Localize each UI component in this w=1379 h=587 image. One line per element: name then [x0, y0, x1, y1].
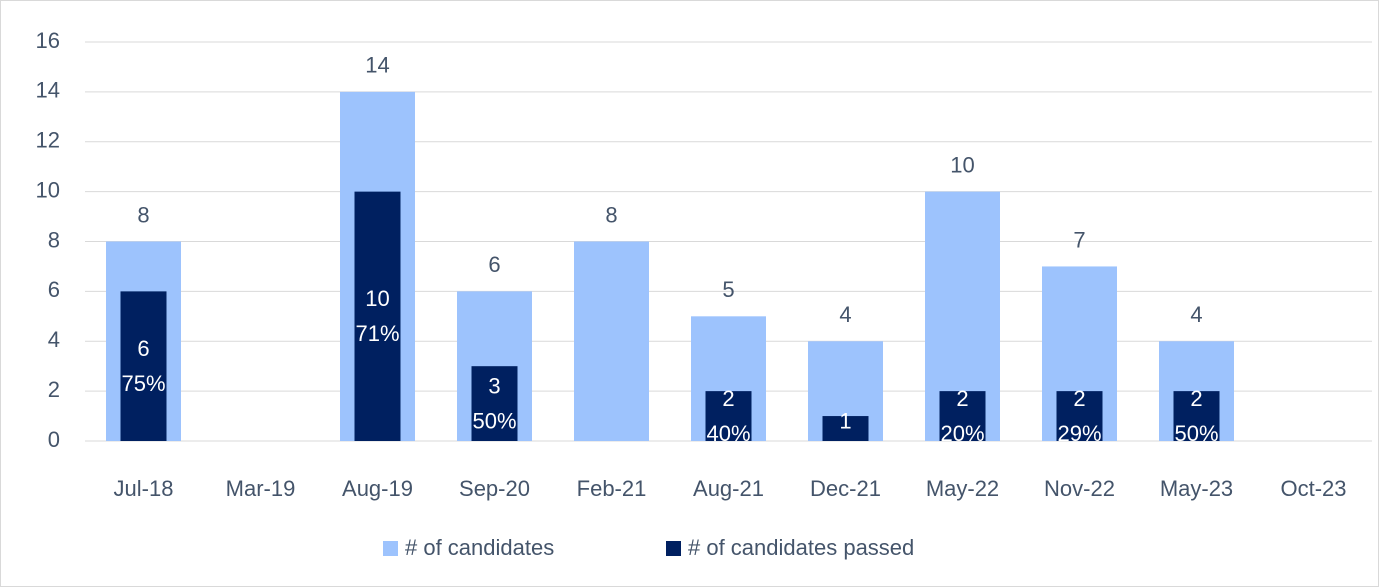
bar: [1056, 391, 1103, 441]
x-tick-label: Nov-22: [1044, 476, 1115, 501]
y-tick-label: 8: [48, 227, 60, 252]
data-label: 3: [488, 373, 500, 398]
bar: [822, 416, 869, 441]
bar: [705, 391, 752, 441]
data-label: 4: [839, 302, 851, 327]
bar: [939, 391, 986, 441]
y-tick-label: 0: [48, 427, 60, 452]
x-tick-label: Sep-20: [459, 476, 530, 501]
data-label: 6: [137, 336, 149, 361]
rate-label: 71%: [355, 321, 399, 346]
y-tick-label: 14: [36, 78, 60, 103]
legend-label: # of candidates passed: [688, 535, 914, 560]
data-label: 2: [1190, 386, 1202, 411]
bar: [471, 366, 518, 441]
x-tick-label: Feb-21: [577, 476, 647, 501]
bar: [574, 241, 649, 441]
data-label: 2: [1073, 386, 1085, 411]
bar: [354, 191, 401, 441]
x-tick-label: May-22: [926, 476, 999, 501]
x-tick-label: Jul-18: [114, 476, 174, 501]
y-tick-label: 2: [48, 377, 60, 402]
data-label: 8: [137, 202, 149, 227]
x-tick-label: Mar-19: [226, 476, 296, 501]
legend-swatch: [666, 541, 681, 556]
data-label: 5: [722, 277, 734, 302]
rate-label: 75%: [121, 371, 165, 396]
data-label: 7: [1073, 227, 1085, 252]
bar: [120, 291, 167, 441]
y-tick-label: 10: [36, 177, 60, 202]
x-tick-label: May-23: [1160, 476, 1233, 501]
y-tick-label: 4: [48, 327, 60, 352]
y-tick-label: 6: [48, 277, 60, 302]
legend-swatch: [383, 541, 398, 556]
legend-label: # of candidates: [405, 535, 554, 560]
data-label: 1: [839, 408, 851, 433]
data-label: 4: [1190, 302, 1202, 327]
y-tick-label: 16: [36, 28, 60, 53]
data-label: 14: [365, 53, 389, 78]
y-tick-label: 12: [36, 128, 60, 153]
rate-label: 29%: [1057, 421, 1101, 446]
data-label: 8: [605, 202, 617, 227]
rate-label: 40%: [706, 421, 750, 446]
x-tick-label: Oct-23: [1280, 476, 1346, 501]
x-tick-label: Aug-19: [342, 476, 413, 501]
x-tick-label: Dec-21: [810, 476, 881, 501]
data-label: 10: [950, 152, 974, 177]
bar: [1173, 391, 1220, 441]
data-label: 10: [365, 286, 389, 311]
data-label: 6: [488, 252, 500, 277]
data-label: 2: [956, 386, 968, 411]
x-tick-label: Aug-21: [693, 476, 764, 501]
rate-label: 50%: [472, 408, 516, 433]
data-label: 2: [722, 386, 734, 411]
rate-label: 50%: [1174, 421, 1218, 446]
rate-label: 20%: [940, 421, 984, 446]
